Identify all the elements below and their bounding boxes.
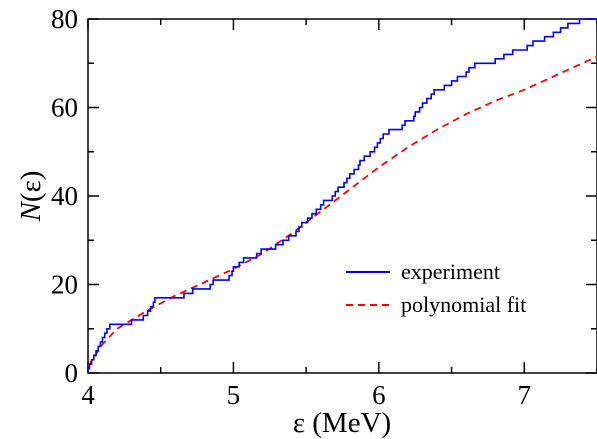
legend: experiment polynomial fit — [346, 259, 526, 317]
y-tick-label: 60 — [51, 93, 78, 123]
x-tick-label: 5 — [227, 380, 241, 410]
plot-frame — [87, 18, 597, 374]
series-layer — [87, 18, 597, 373]
x-tick-label: 6 — [372, 380, 386, 410]
y-tick-label: 80 — [51, 4, 78, 34]
x-tick-label: 7 — [518, 380, 532, 410]
x-tick-label: 4 — [81, 380, 95, 410]
series-polynomial-fit — [87, 55, 597, 367]
y-axis-title-argument: (ε) — [15, 171, 47, 203]
y-axis-title: N(ε) — [15, 171, 47, 223]
axis-ticks — [87, 18, 597, 374]
tick-labels: 4 5 6 7 0 20 40 60 80 — [51, 4, 531, 410]
y-tick-label: 20 — [51, 270, 78, 300]
y-tick-label: 0 — [65, 358, 79, 388]
y-axis-title-variable: N — [15, 200, 47, 222]
legend-label-experiment: experiment — [401, 259, 500, 284]
legend-label-polynomial-fit: polynomial fit — [401, 292, 526, 317]
x-axis-title: ε (MeV) — [293, 407, 391, 439]
y-tick-label: 40 — [51, 181, 78, 211]
series-experiment — [87, 18, 597, 373]
